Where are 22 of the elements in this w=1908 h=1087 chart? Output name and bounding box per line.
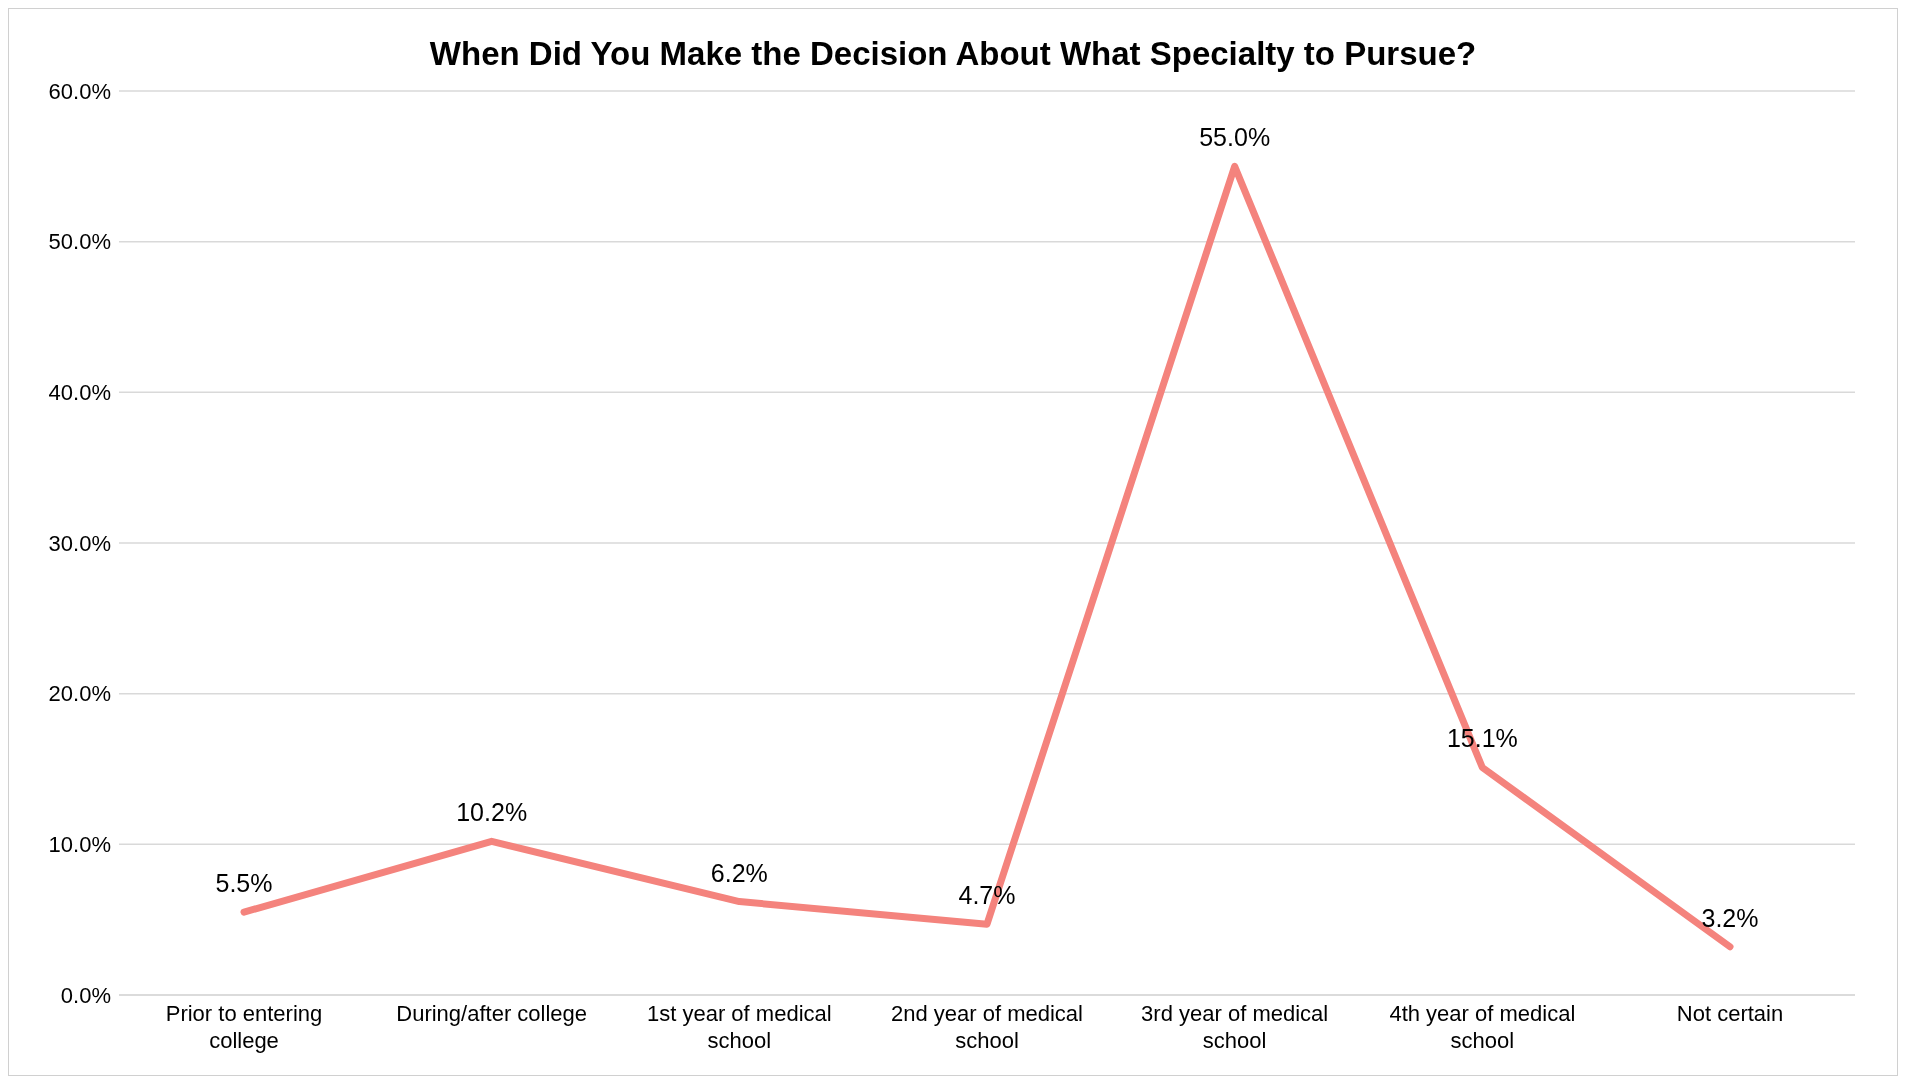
x-tick-label: 1st year of medical school: [647, 1001, 832, 1053]
chart-title: When Did You Make the Decision About What Specialty to Pursue?: [428, 34, 1478, 74]
y-tick-label: 40.0%: [48, 380, 111, 406]
y-tick-label: 60.0%: [48, 78, 111, 104]
text: 55.0%: [1199, 123, 1271, 152]
x-tick-label: During/after college: [396, 1001, 588, 1026]
text: 6.2%: [710, 858, 768, 887]
text: 3.2%: [1701, 903, 1759, 932]
x-tick-label: 4th year of medical school: [1389, 1001, 1576, 1053]
text: 5.5%: [215, 869, 273, 898]
x-tick-label: 3rd year of medical school: [1141, 1001, 1329, 1053]
y-tick-label: 50.0%: [48, 229, 111, 255]
text: 10.2%: [456, 798, 528, 827]
text: 4.7%: [958, 881, 1016, 910]
x-tick-label: Prior to entering college: [165, 1001, 323, 1053]
y-tick-label: 20.0%: [48, 681, 111, 707]
x-tick-label: Not certain: [1676, 1001, 1784, 1026]
y-tick-label: 30.0%: [48, 530, 111, 556]
text: 15.1%: [1446, 724, 1518, 753]
y-tick-label: 0.0%: [60, 982, 111, 1008]
y-tick-label: 10.0%: [48, 832, 111, 858]
x-tick-label: 2nd year of medical school: [891, 1001, 1083, 1053]
